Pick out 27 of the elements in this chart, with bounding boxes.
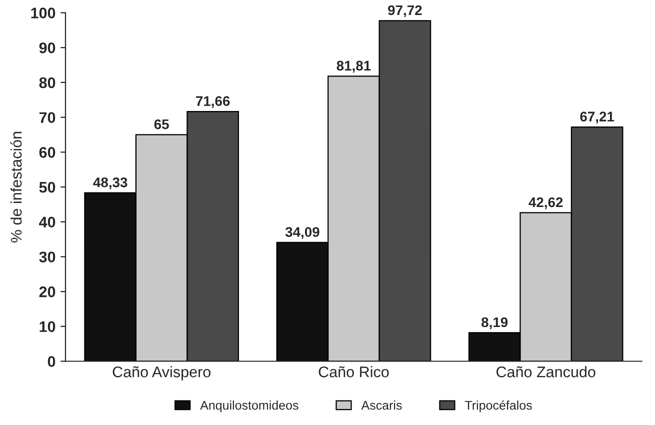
y-tick-label: 40 <box>39 216 56 228</box>
y-tick-label: 100 <box>31 8 56 18</box>
legend-label: Anquilostomideos <box>200 400 298 412</box>
data-label: 65 <box>154 119 169 130</box>
data-label: 97,72 <box>388 5 422 18</box>
y-tick-label: 60 <box>39 147 56 158</box>
y-tick-label: 90 <box>39 42 56 54</box>
x-tick-label: Caño Avispero <box>112 366 210 380</box>
y-tick-label: 70 <box>39 112 56 123</box>
x-tick-label: Caño Rico <box>318 366 389 378</box>
legend-label: Tripocéfalos <box>464 400 532 412</box>
y-tick-label: 20 <box>39 286 56 298</box>
data-label: 67,21 <box>580 112 614 124</box>
legend-label: Ascaris <box>361 400 402 410</box>
y-tick-label: 30 <box>39 252 56 262</box>
data-label: 42,62 <box>528 197 563 210</box>
y-tick-label: 50 <box>39 182 56 193</box>
data-label: 81,81 <box>336 60 371 73</box>
x-tick-label: Caño Zancudo <box>496 366 596 378</box>
y-tick-label: 0 <box>48 356 56 367</box>
data-label: 48,33 <box>93 177 128 190</box>
data-label: 8,19 <box>482 317 508 330</box>
y-axis-title: % de infestación <box>10 132 22 243</box>
data-label: 71,66 <box>196 96 230 108</box>
y-tick-label: 10 <box>40 321 56 332</box>
y-tick-label: 80 <box>39 77 56 88</box>
data-label: 34,09 <box>285 227 320 239</box>
